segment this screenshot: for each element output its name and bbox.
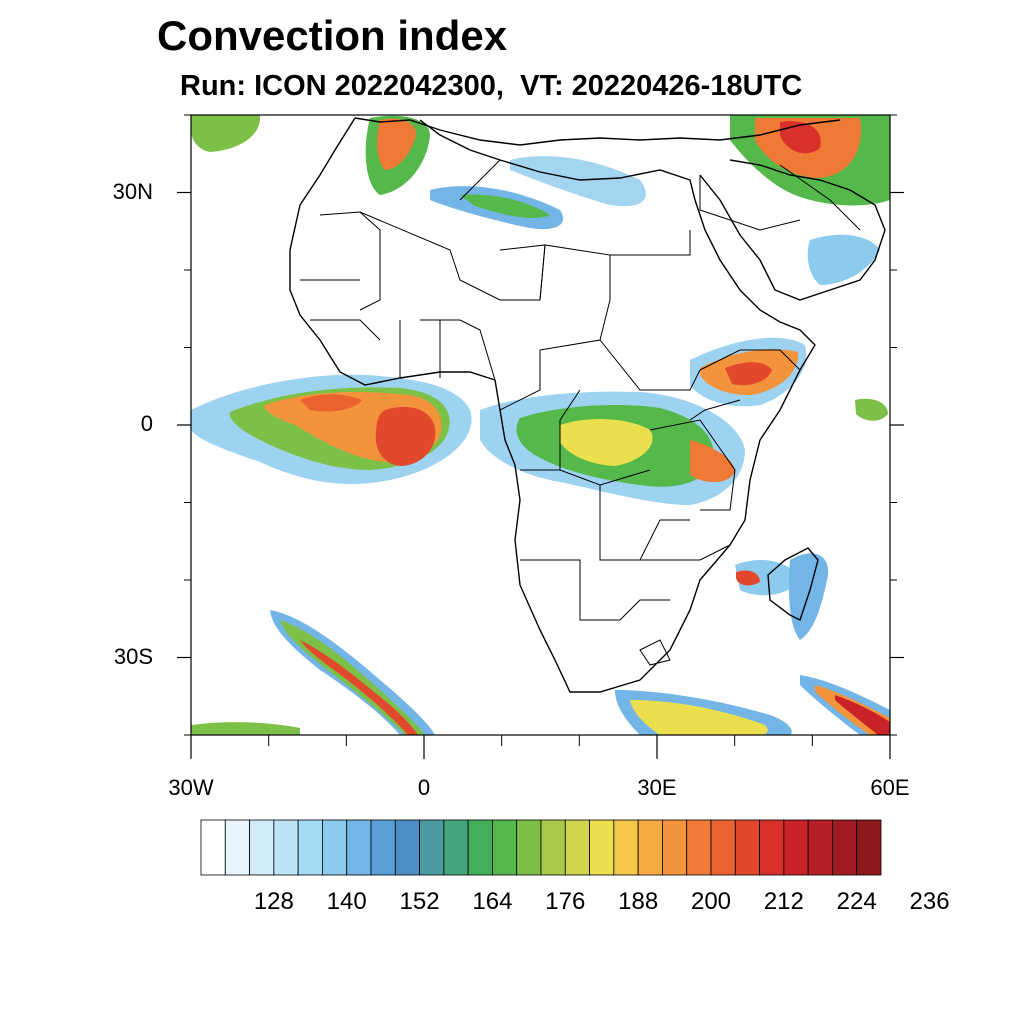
border — [520, 559, 670, 621]
convection-blob — [460, 194, 550, 219]
colorbar-box — [637, 819, 663, 876]
colorbar-box — [322, 819, 348, 876]
colorbar-box — [273, 819, 299, 876]
convection-blob — [780, 121, 821, 154]
convection-blob — [735, 560, 800, 596]
convection-blob — [375, 406, 436, 466]
colorbar-box — [443, 819, 469, 876]
lon-tick-label: 60E — [870, 775, 910, 800]
border — [539, 244, 611, 351]
arabia-coastline — [699, 159, 886, 301]
border — [310, 319, 381, 341]
border — [610, 230, 691, 256]
border — [689, 399, 741, 421]
colorbar-box — [516, 819, 542, 876]
convection-blob — [191, 722, 300, 735]
colorbar-label: 164 — [472, 888, 513, 915]
convection-blob — [789, 553, 829, 640]
colorbar-box — [249, 819, 275, 876]
lon-tick-label: 30W — [168, 775, 214, 800]
colorbar-box — [807, 819, 833, 876]
colorbar-box — [224, 819, 250, 876]
border — [699, 349, 801, 371]
border — [649, 419, 736, 511]
convection-blob — [725, 362, 772, 386]
colorbar-box — [540, 819, 566, 876]
colorbar-box — [832, 819, 858, 876]
lat-tick-label: 30N — [112, 178, 153, 204]
convection-blob — [835, 695, 890, 735]
map-axes — [177, 114, 904, 759]
convection-blob — [510, 156, 646, 207]
colorbar — [200, 819, 882, 876]
convection-blob — [377, 118, 417, 170]
chart-subtitle: Run: ICON 2022042300, VT: 20220426-18UTC — [180, 70, 803, 102]
colorbar-label: 188 — [618, 888, 659, 915]
mediterranean-coastline — [354, 117, 841, 146]
border — [420, 319, 496, 381]
colorbar-label: 200 — [690, 888, 732, 915]
colorbar-box — [613, 819, 639, 876]
convection-blob — [191, 115, 261, 152]
colorbar-box — [589, 819, 615, 876]
border — [319, 211, 381, 311]
border — [499, 350, 541, 411]
colorbar-box — [856, 819, 882, 876]
colorbar-box — [492, 819, 518, 876]
border — [459, 159, 501, 201]
colorbar-box — [346, 819, 372, 876]
lat-tick-label: 30S — [113, 643, 153, 669]
colorbar-box — [370, 819, 396, 876]
colorbar-box — [297, 819, 323, 876]
colorbar-label: 212 — [763, 888, 804, 915]
colorbar-label: 224 — [836, 888, 877, 915]
colorbar-label: 140 — [326, 888, 367, 915]
convection-blob — [300, 640, 418, 735]
convection-blob — [690, 440, 735, 483]
colorbar-box — [734, 819, 760, 876]
convection-blob — [300, 394, 362, 412]
madagascar-coastline — [767, 547, 819, 621]
colorbar-box — [200, 819, 226, 876]
convection-field — [191, 115, 890, 735]
colorbar-box — [686, 819, 712, 876]
coastlines — [289, 117, 886, 693]
convection-blob — [807, 234, 880, 285]
colorbar-box — [710, 819, 736, 876]
convection-blob — [560, 418, 653, 466]
colorbar-box — [419, 819, 445, 876]
border — [699, 175, 801, 231]
colorbar-box — [394, 819, 420, 876]
border — [599, 339, 701, 391]
africa-coastline — [289, 117, 816, 693]
colorbar-label: 128 — [253, 888, 294, 915]
border — [639, 639, 671, 666]
colorbar-label: 236 — [909, 888, 950, 915]
lat-tick-label: 0 — [140, 411, 153, 436]
colorbar-box — [759, 819, 785, 876]
colorbar-box — [662, 819, 688, 876]
convection-blob — [630, 700, 768, 735]
convection-blob — [855, 398, 888, 421]
border — [779, 164, 861, 231]
colorbar-label: 176 — [545, 888, 586, 915]
colorbar-box — [467, 819, 493, 876]
convection-blob — [736, 570, 760, 586]
country-borders — [300, 159, 861, 666]
lon-tick-label: 30E — [637, 775, 677, 800]
chart-title: Convection index — [157, 12, 508, 59]
lon-tick-label: 0 — [417, 775, 431, 800]
colorbar-box — [783, 819, 809, 876]
colorbar-box — [564, 819, 590, 876]
border — [600, 544, 731, 561]
colorbar-label: 152 — [399, 888, 440, 915]
